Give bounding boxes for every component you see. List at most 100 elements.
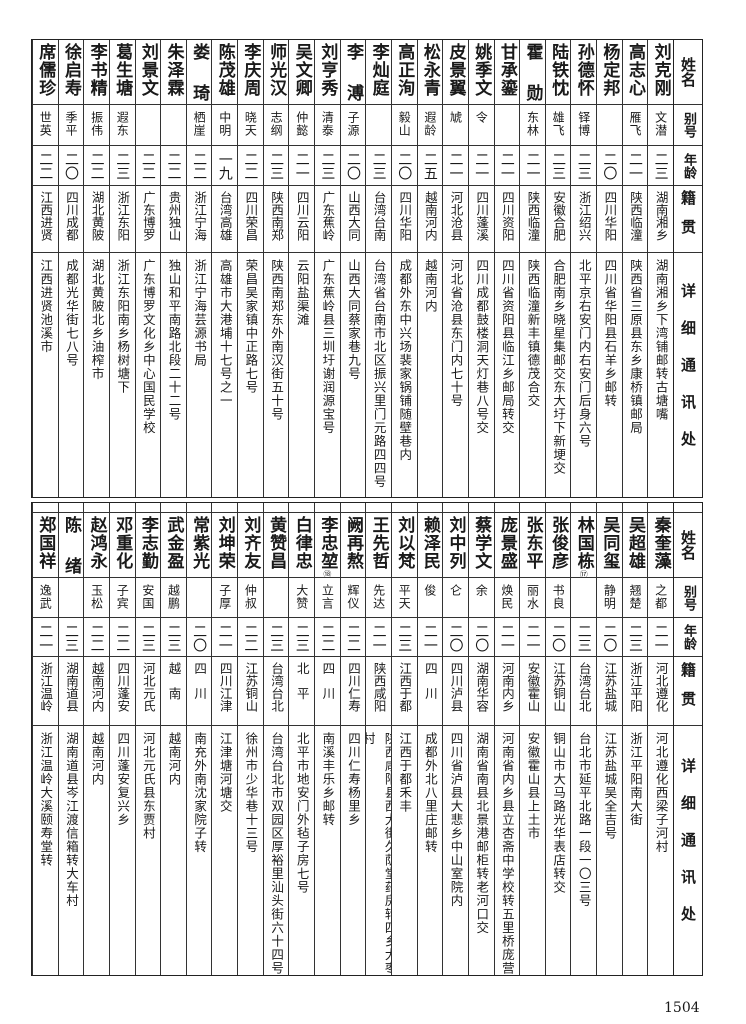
- person-hometown: 安徽霍山: [525, 662, 541, 712]
- nickname-cell: 越鹏: [161, 578, 186, 618]
- person-nickname: 平天: [397, 584, 412, 610]
- address-cell: 河南省内乡县立杏斋中学校转五里桥庞营: [495, 726, 520, 975]
- person-nickname: 中明: [217, 111, 232, 137]
- person-address: 铜山市大马路光华表店转交: [551, 732, 567, 894]
- person-address: 江西进贤池溪市: [38, 259, 54, 354]
- person-address: 合肥南乡晓星集邮交东大圩下新埂交: [551, 259, 567, 475]
- age-cell: 二二: [238, 146, 263, 186]
- age-cell: 二一: [32, 618, 58, 657]
- header-label-age: 年龄: [681, 624, 696, 650]
- address-cell: 高雄市大港埔十七号之一: [212, 253, 237, 497]
- address-cell: 四川省资阳县临江乡邮局转交: [495, 253, 520, 497]
- hometown-cell: 四川蓬溪: [468, 186, 494, 253]
- name-cell: 郑国祥: [32, 513, 58, 578]
- header-cell-hometown: 籍贯: [674, 657, 702, 726]
- address-cell: 江西于都禾丰: [392, 726, 417, 975]
- person-hometown: 陕西南郑: [269, 191, 285, 241]
- person-name: 娄琦: [189, 43, 210, 105]
- person-hometown: 越南河内: [89, 662, 105, 712]
- person-age: 二三: [62, 624, 79, 652]
- address-cell: 河北省沧县东门内七十号: [443, 253, 468, 497]
- person-column: 席儒珍 世英 二二 江西进贤 江西进贤池溪市: [31, 40, 58, 497]
- person-column: 姚季文令二一 四川蓬溪 四川成都鼓楼洞天灯巷八号交: [467, 40, 494, 497]
- person-address: 浙江宁海芸源书局: [192, 259, 208, 367]
- age-cell: 二一: [212, 618, 238, 657]
- person-address: 荣昌吴家镇中正路七号: [243, 259, 259, 394]
- person-hometown: 山西大同: [345, 191, 361, 241]
- person-age: 二三: [319, 152, 336, 180]
- person-name-wrap: 松永青: [420, 40, 440, 97]
- hometown-cell: 陕西临潼: [622, 186, 648, 253]
- person-name-wrap: 黄赞昌: [266, 513, 286, 570]
- header-column: 姓名 别号 年龄 籍贯 详细通讯处: [673, 503, 702, 975]
- person-hometown: 湖北黄陂: [89, 191, 105, 241]
- name-cell: 武金盈: [161, 513, 186, 578]
- person-address: 台湾台北市双园区厚裕里汕头街六十四号: [269, 732, 285, 975]
- hometown-cell: 湖北黄陂: [84, 186, 109, 253]
- person-hometown: 四 川: [320, 662, 336, 700]
- person-hometown: 河北元氏: [140, 662, 156, 712]
- nickname-cell: [263, 578, 289, 618]
- hometown-cell: 台湾台北: [263, 657, 289, 726]
- person-address: 北平京右安门内右安门后身六号: [576, 259, 592, 448]
- footnote-marker: ⑱: [323, 570, 332, 578]
- nickname-cell: 静明: [597, 578, 622, 618]
- person-name: 武金盈: [163, 516, 184, 570]
- person-column: 松永青 遐龄 二五 越南河内 越南河内: [416, 40, 443, 497]
- age-cell: 二五: [417, 146, 443, 186]
- person-hometown: 四川蓬溪: [474, 191, 490, 241]
- hometown-cell: 四川蓬安: [109, 657, 135, 726]
- person-address: 台湾省台南市北区振兴里门元路四四号: [371, 259, 387, 489]
- hometown-cell: 四川华阳: [391, 186, 417, 253]
- person-hometown: 江苏铜山: [243, 662, 259, 712]
- person-nickname: 子源: [345, 111, 360, 137]
- person-name: 陆铁忱: [548, 43, 569, 97]
- address-cell: 浙江宁海芸源书局: [187, 253, 212, 497]
- person-age: 二一: [293, 152, 310, 180]
- age-cell: 一九: [212, 146, 238, 186]
- person-column: 刘坤荣 子厚 二一 四川江津 江津塘河塘交: [211, 503, 238, 975]
- nickname-cell: 清泰: [315, 105, 340, 146]
- address-cell: 湖南省南县北景港邮柜转老河口交: [469, 726, 494, 975]
- person-name: 庞景盛: [496, 516, 517, 570]
- roster-table-top: 姓名 别号 年龄 籍贯 详细通讯处 刘克刚 文潜 二三 湖南湘乡 湖南湘乡下湾铺邮转古塘嘴 高志心雁…: [31, 39, 703, 498]
- address-cell: 成都外东中兴场裴家锅铺随壁巷内: [392, 253, 417, 497]
- person-age: 二〇: [550, 624, 567, 652]
- person-age: 二一: [37, 624, 54, 652]
- person-nickname: 遐东: [115, 111, 130, 137]
- person-column: 杨定邦 二〇 四川华阳 四川省华阳县石羊乡邮转: [596, 40, 622, 497]
- age-cell: 二一: [494, 618, 520, 657]
- name-cell: 陆铁忱: [545, 40, 571, 105]
- person-column: 霍勋 东林 二一 陕西临潼 陕西临潼新丰镇德茂合交: [519, 40, 545, 497]
- person-nickname: 先达: [371, 584, 386, 610]
- person-nickname: 静明: [602, 584, 617, 610]
- name-cell: 邓重化: [109, 513, 135, 578]
- person-age: 二三: [293, 624, 310, 652]
- name-cell: 阙再熬: [340, 513, 366, 578]
- person-nickname: 余: [474, 584, 489, 597]
- person-name-wrap: 甘承鎏: [497, 40, 517, 97]
- person-nickname: 子厚: [217, 584, 232, 610]
- person-name-wrap: 李书精: [87, 40, 107, 97]
- name-cell: 李书精: [84, 40, 109, 105]
- person-address: 河北省沧县东门内七十号: [448, 259, 464, 408]
- person-address: 河北遵化西梁子河村: [653, 732, 669, 854]
- address-cell: 江苏盐城吴全吉号: [597, 726, 622, 975]
- person-address: 山西大同蔡家巷九号: [345, 259, 361, 381]
- address-cell: 越南河内: [161, 726, 186, 975]
- age-cell: 二三: [571, 146, 597, 186]
- person-nickname: 清泰: [320, 111, 335, 137]
- person-name-wrap: 陈茂雄: [215, 40, 235, 97]
- person-column: 林国栋 ⑰ 二三 台湾台北 台北市延平北路一段一〇三号: [570, 503, 597, 975]
- person-name: 张俊彦: [548, 516, 569, 570]
- person-address: 湖北黄陂北乡油榨市: [89, 259, 105, 381]
- nickname-cell: 子源: [340, 105, 366, 146]
- address-cell: 湖北黄陂北乡油榨市: [84, 253, 109, 497]
- age-cell: 二二: [84, 618, 109, 657]
- age-cell: 二一: [648, 618, 673, 657]
- person-name-wrap: 庞景盛: [497, 513, 517, 570]
- nickname-cell: 平天: [391, 578, 417, 618]
- person-name: 陈茂雄: [214, 43, 235, 97]
- person-age: 二三: [575, 624, 592, 652]
- person-nickname: 栖崖: [192, 111, 207, 137]
